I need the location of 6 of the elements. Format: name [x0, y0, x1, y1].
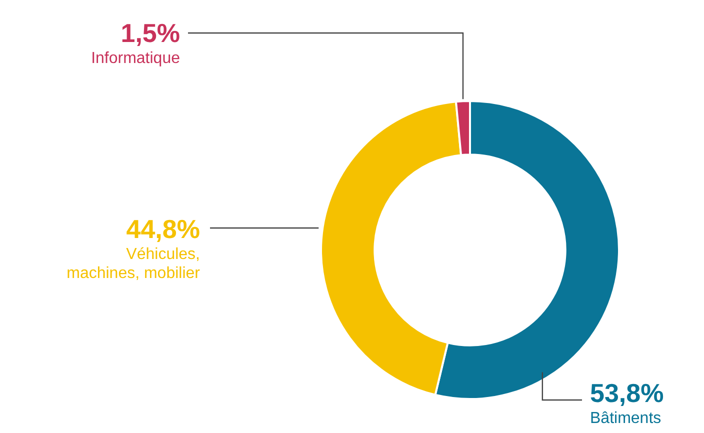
data-label: 53,8% — [590, 378, 664, 408]
slice-label: Bâtiments — [590, 410, 662, 427]
data-label: 1,5% — [120, 18, 180, 48]
slice-label: Véhicules, machines, mobilier — [66, 246, 201, 282]
data-label: 44,8% — [126, 214, 200, 244]
slice-label: Informatique — [91, 50, 180, 67]
